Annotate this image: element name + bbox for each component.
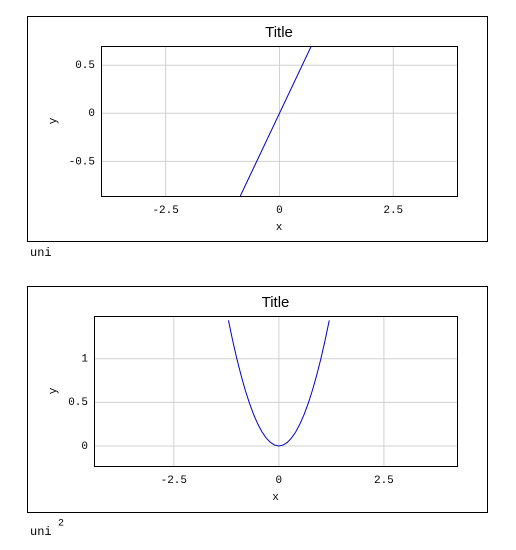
caption: uni	[30, 246, 52, 260]
x-tick-label: 2.5	[374, 475, 394, 487]
data-line	[239, 46, 312, 196]
y-tick-label: -0.5	[69, 156, 95, 168]
plot-border	[94, 316, 458, 467]
caption: uni	[30, 525, 52, 539]
y-tick-label: 0.5	[68, 397, 88, 409]
y-tick-label: 0.5	[75, 60, 95, 72]
y-axis-label: y	[48, 387, 60, 394]
caption-superscript: 2	[58, 519, 64, 530]
x-tick-label: 0	[276, 475, 283, 487]
y-axis-label: y	[48, 117, 60, 124]
y-tick-label: 1	[81, 354, 88, 366]
x-tick-label: -2.5	[161, 475, 187, 487]
y-tick-label: 0	[81, 441, 88, 453]
chart-frame	[27, 16, 488, 242]
x-tick-label: 2.5	[383, 205, 403, 217]
plot-border	[101, 46, 458, 197]
x-axis-label: x	[276, 222, 283, 234]
chart-title: Title	[265, 24, 293, 41]
x-tick-label: -2.5	[152, 205, 178, 217]
data-line	[227, 320, 330, 447]
chart-title: Title	[262, 294, 290, 311]
x-axis-label: x	[272, 492, 279, 504]
chart-frame	[27, 286, 488, 513]
x-tick-label: 0	[276, 205, 283, 217]
y-tick-label: 0	[88, 108, 95, 120]
